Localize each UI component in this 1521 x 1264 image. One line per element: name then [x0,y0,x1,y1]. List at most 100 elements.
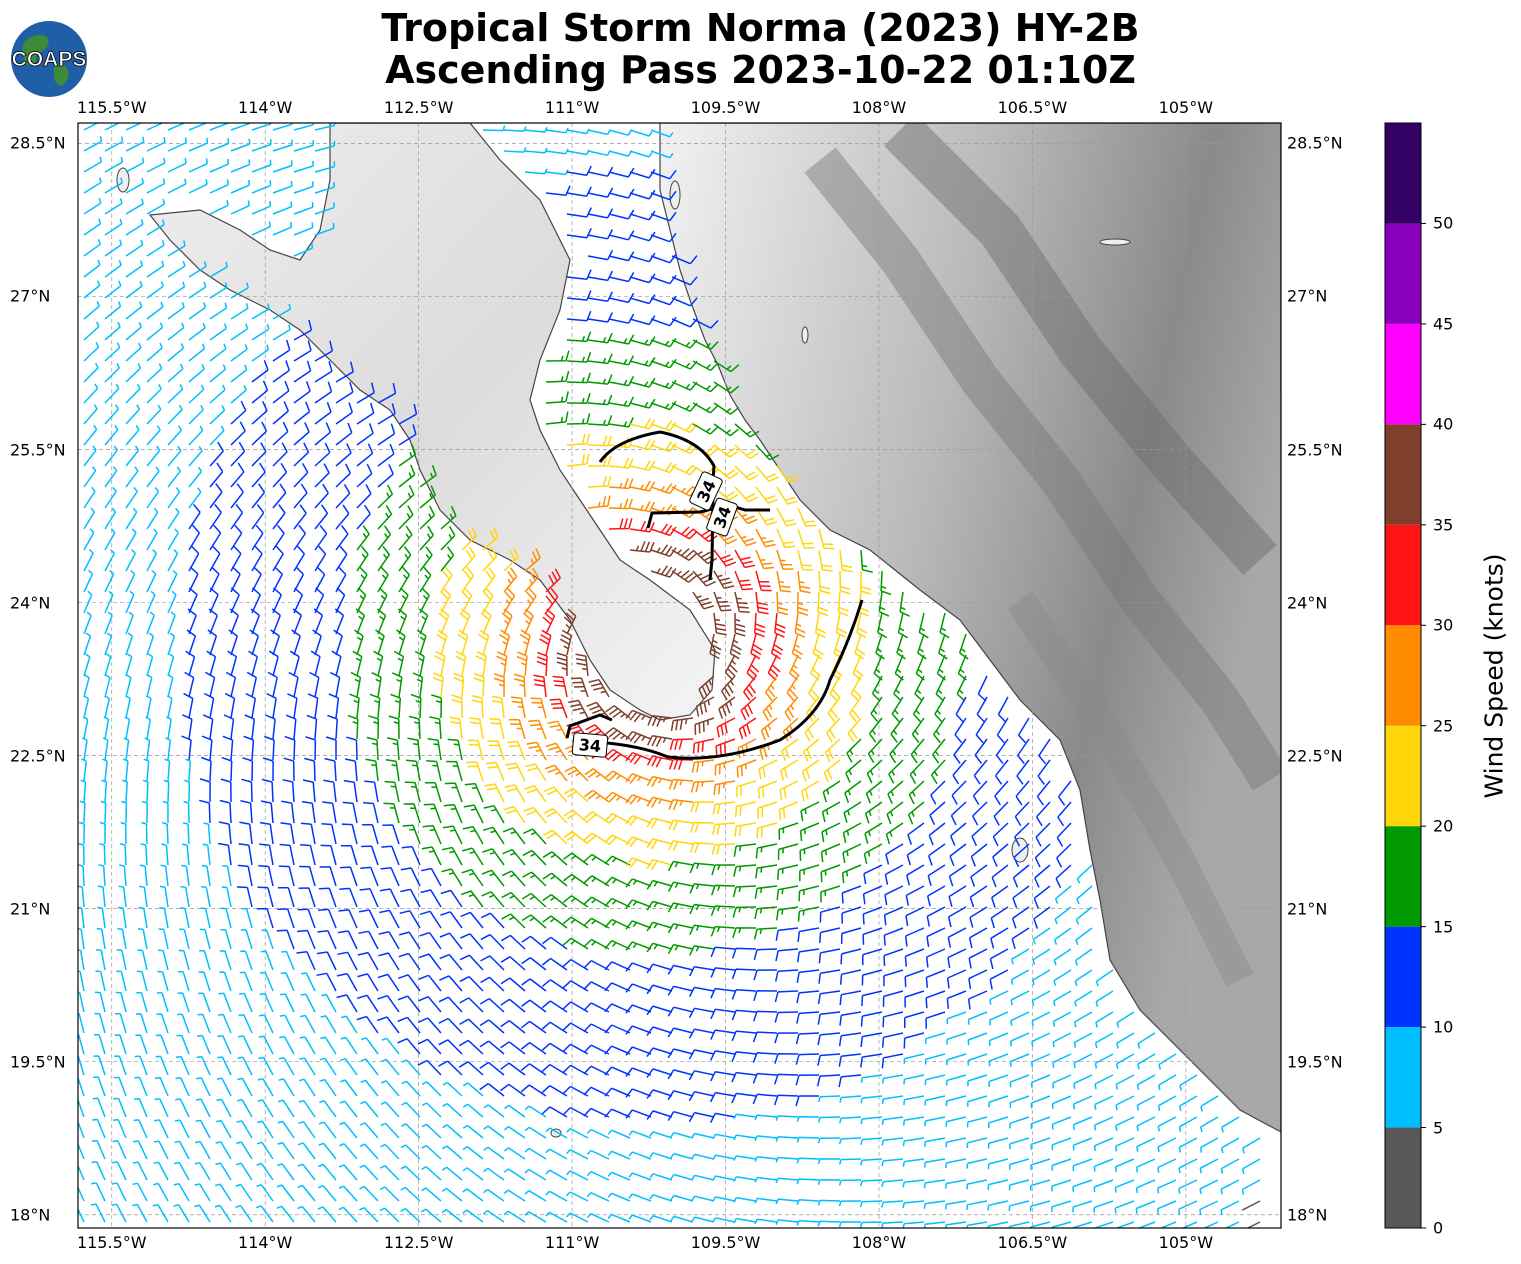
wind-barb [608,129,632,136]
wind-barb [838,1032,862,1047]
wind-barb [146,695,152,719]
wind-barb [776,570,792,593]
wind-barb [1072,1116,1093,1130]
wind-barb [356,484,372,509]
wind-barb [839,549,853,573]
wind-barb [862,885,883,905]
wind-barb [774,969,799,982]
wind-barb [318,1163,337,1181]
wind-barb [438,1060,463,1076]
wind-barb [712,1133,736,1140]
wind-barb [155,1034,169,1055]
wind-barb [1030,1179,1051,1191]
wind-barb [692,381,719,393]
wind-barb [566,1170,589,1181]
wind-barb [460,911,484,929]
wind-barb [968,948,988,969]
wind-barb [795,1095,819,1107]
wind-barb [98,864,106,887]
wind-barb [293,160,314,173]
wind-barb [447,738,463,761]
wind-barb [354,629,364,656]
wind-barb [188,404,204,425]
wind-barb [1157,1137,1177,1153]
island [669,180,681,210]
wind-barb [194,1140,211,1160]
wind-barb [357,951,379,971]
wind-barb [214,1183,232,1202]
wind-barb [482,547,498,572]
wind-barb [267,671,278,698]
wind-barb [142,779,149,803]
wind-barb [134,1055,148,1076]
wind-barb [646,1089,673,1099]
wind-barb [314,161,336,173]
wind-barb [734,549,756,569]
wind-barb [297,908,316,929]
wind-barb [775,927,799,941]
wind-barb [146,590,156,614]
wind-barb [124,716,131,740]
wind-barb [733,1134,757,1141]
latitude-label: 27°N [1287,286,1328,306]
wind-barb [993,801,1009,826]
wind-barb [240,799,253,824]
wind-barb [903,1074,925,1085]
wind-barb [314,123,336,131]
wind-barb [94,1034,106,1055]
wind-barb [1052,1032,1072,1048]
wind-barb [382,824,400,845]
wind-barb [862,927,883,945]
wind-barb [646,796,673,808]
wind-barb [83,611,92,635]
wind-barb [800,780,820,802]
wind-barb [306,714,318,740]
wind-barb [883,948,904,967]
wind-barb [377,504,393,530]
wind-barb [356,545,369,572]
wind-barb [250,608,260,635]
wind-barb [83,280,101,299]
wind-barb [520,1084,547,1097]
wind-barb [713,612,727,636]
wind-barb [335,402,354,425]
wind-barb [902,1137,925,1147]
wind-barb [740,696,757,721]
wind-barb [1055,864,1072,889]
wind-barb [83,218,102,236]
wind-barb [646,1047,673,1058]
wind-barb [1011,948,1030,965]
wind-barb [101,779,108,803]
wind-barb [1073,1032,1093,1048]
wind-barb [1054,906,1072,925]
wind-barb [545,169,569,176]
wind-barb [478,629,490,656]
wind-barb [202,843,211,866]
longitude-label: 105°W [1158,1233,1214,1252]
wind-barb [796,1157,820,1164]
wind-barb [1073,1011,1093,1028]
wind-barb [604,897,631,908]
wind-barb [917,633,927,660]
wind-barb [882,990,904,1007]
longitude-label: 108°W [851,98,907,117]
latitude-label: 28.5°N [10,133,66,153]
wind-barb [587,394,613,406]
wind-barb [860,1179,883,1187]
wind-barb [248,650,259,677]
wind-barb [238,1035,253,1055]
wind-barb [475,651,487,677]
wind-barb [112,1118,127,1139]
wind-barb [667,1069,694,1080]
wind-barb [420,889,442,908]
latitude-label: 27°N [10,286,51,306]
wind-barb [586,1170,610,1181]
wind-barb [483,1167,505,1181]
wind-barb [203,822,211,845]
wind-barb [1135,1200,1156,1214]
wind-barb [992,843,1009,867]
wind-barb [691,1195,715,1202]
wind-barb [139,864,148,887]
wind-barb [161,821,169,845]
wind-barb [562,980,589,992]
